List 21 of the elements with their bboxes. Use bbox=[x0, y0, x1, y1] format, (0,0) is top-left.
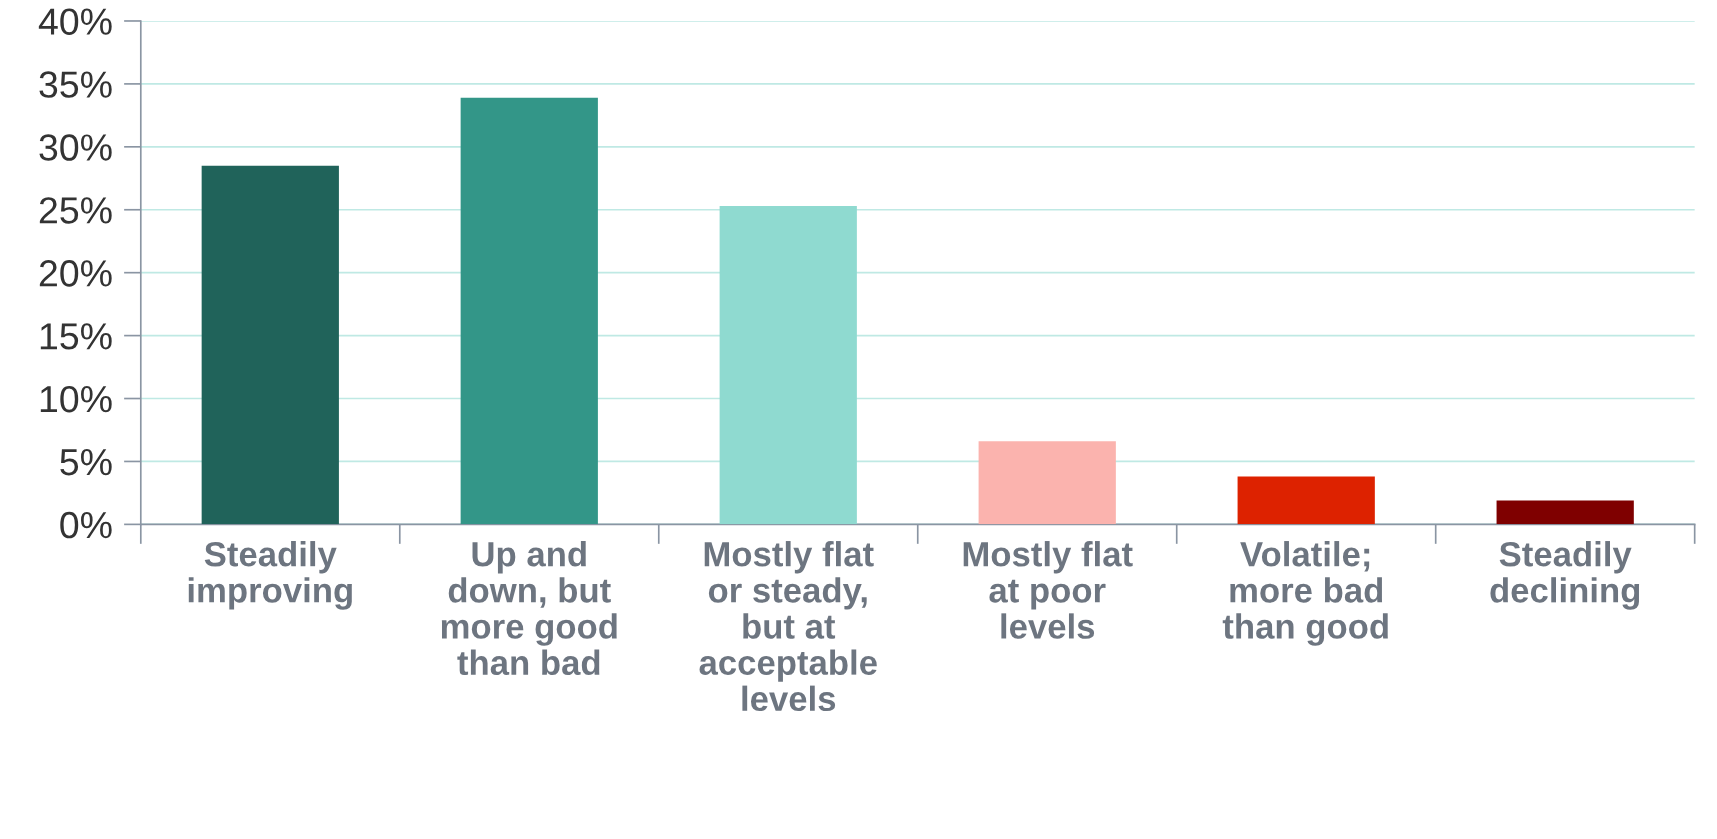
y-tick-label: 25% bbox=[39, 197, 112, 224]
bar bbox=[978, 441, 1116, 525]
x-tick-label: Steadily declining bbox=[1490, 541, 1640, 610]
x-tick-label: Mostly flat or steady, but at acceptable levels bbox=[699, 541, 877, 712]
y-tick-label: 0% bbox=[60, 511, 112, 539]
y-tick-label: 15% bbox=[40, 323, 112, 350]
bar bbox=[201, 165, 339, 525]
y-tick-label: 20% bbox=[39, 260, 112, 287]
bar bbox=[719, 205, 857, 525]
y-tick-label: 10% bbox=[40, 385, 112, 413]
bar bbox=[460, 97, 598, 525]
x-tick-label: Up and down, but more good than bad bbox=[441, 541, 617, 676]
y-tick-label: 40% bbox=[38, 8, 112, 35]
y-tick-label: 5% bbox=[60, 449, 112, 476]
y-tick-label: 30% bbox=[39, 134, 112, 161]
bar bbox=[1496, 500, 1634, 525]
x-tick-label: Volatile; more bad than good bbox=[1222, 541, 1388, 646]
x-tick-label: Mostly flat at poor levels bbox=[963, 541, 1133, 639]
x-tick-label: Steadily improving bbox=[188, 541, 352, 610]
bar bbox=[1237, 476, 1375, 525]
y-tick-label: 35% bbox=[39, 71, 112, 98]
